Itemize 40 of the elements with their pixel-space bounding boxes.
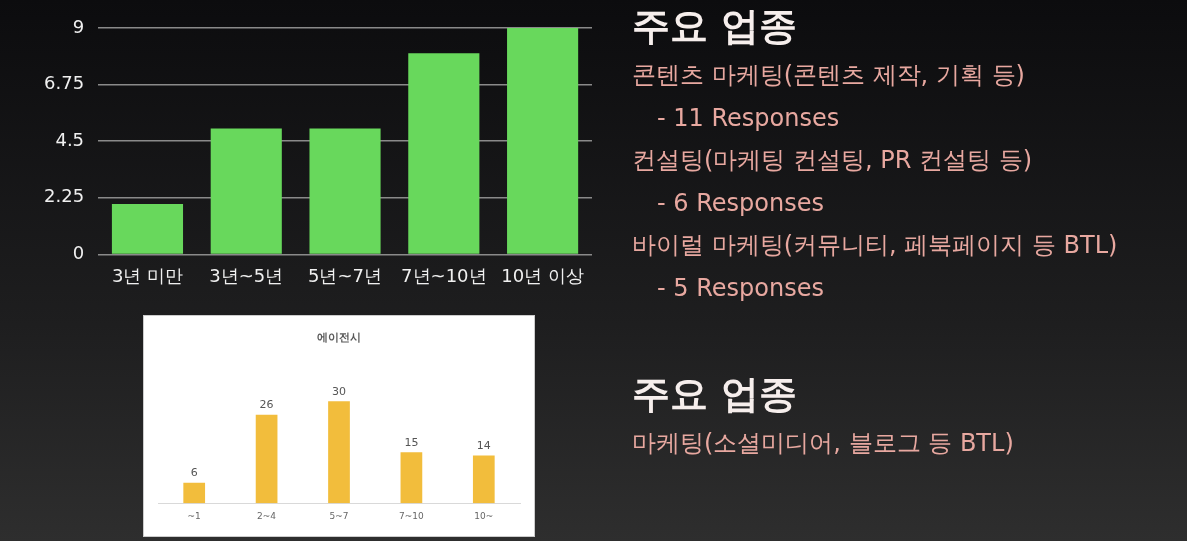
y-tick-label: 4.5	[55, 128, 85, 150]
chart-title: 에이전시	[317, 331, 361, 345]
bar	[111, 204, 184, 254]
text: - 6 Responses	[656, 187, 825, 219]
bar	[400, 452, 423, 504]
text: 콘텐츠 마케팅(콘텐츠 제작, 기획 등)	[632, 60, 1026, 91]
y-tick-label: 0	[72, 242, 85, 264]
text: - 5 Responses	[656, 272, 825, 304]
y-tick-label: 2.25	[44, 185, 85, 207]
text: 주요 업종	[632, 3, 799, 50]
x-tick-label: 5년~7년	[308, 264, 383, 286]
bar	[183, 482, 206, 504]
x-tick-label: ~1	[187, 510, 201, 521]
x-tick-label: 10년 이상	[501, 264, 584, 286]
x-tick-label: 7~10	[399, 510, 425, 521]
bar	[210, 128, 282, 254]
data-label: 30	[332, 384, 346, 398]
text: 주요 업종	[632, 371, 799, 418]
text: 바이럴 마케팅(커뮤니티, 페북페이지 등 BTL)	[632, 230, 1118, 261]
x-tick-label: 3년~5년	[209, 264, 284, 286]
y-tick-label: 9	[72, 15, 85, 37]
bar	[328, 401, 350, 504]
data-label: 6	[190, 466, 198, 480]
bar	[255, 414, 278, 504]
text: 컨설팅(마케팅 컨설팅, PR 컨설팅 등)	[632, 145, 1034, 176]
x-tick-label: 5~7	[329, 510, 349, 521]
data-label: 26	[259, 398, 274, 412]
data-label: 15	[404, 435, 419, 449]
text: - 11 Responses	[656, 102, 841, 134]
x-tick-label: 10~	[474, 510, 494, 521]
x-tick-label: 7년~10년	[401, 264, 487, 286]
bar	[408, 53, 480, 254]
text: 마케팅(소셜미디어, 블로그 등 BTL)	[632, 428, 1014, 459]
bar	[507, 28, 579, 254]
bar	[309, 128, 381, 254]
y-tick-label: 6.75	[44, 72, 85, 94]
data-label: 14	[476, 438, 491, 452]
x-tick-label: 2~4	[257, 510, 277, 521]
bar	[472, 455, 495, 504]
x-tick-label: 3년 미만	[111, 264, 184, 286]
